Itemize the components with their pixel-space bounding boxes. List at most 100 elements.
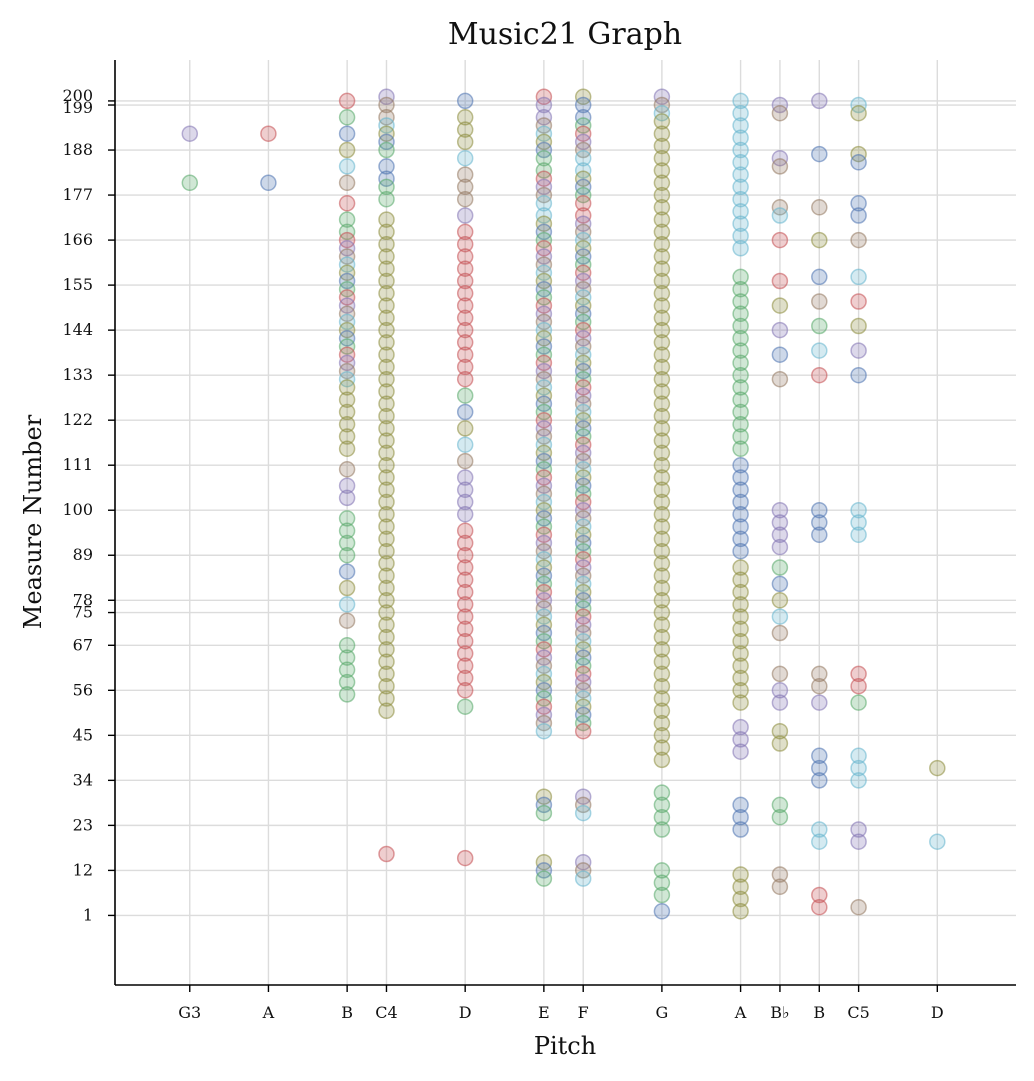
data-point	[732, 92, 749, 110]
data-point	[456, 669, 474, 687]
data-point	[653, 862, 671, 879]
data-point	[338, 92, 356, 110]
data-point	[535, 149, 553, 167]
y-tick-label: 45	[73, 725, 93, 744]
data-point	[338, 579, 356, 597]
data-point	[574, 804, 592, 822]
data-point	[181, 125, 199, 142]
data-point	[456, 370, 474, 388]
data-point	[732, 240, 749, 257]
data-point	[653, 248, 671, 265]
data-point	[338, 686, 356, 703]
data-point	[771, 538, 789, 556]
data-point	[456, 358, 474, 376]
x-tick-label: B	[341, 1003, 353, 1022]
data-point	[456, 223, 474, 241]
data-point	[456, 559, 474, 576]
x-axis-ticks: G3 A B C4 D E F G A B♭ B C5 D	[178, 985, 944, 1022]
data-point	[456, 698, 474, 715]
data-point	[732, 796, 749, 814]
data-point	[338, 158, 356, 175]
data-point	[850, 342, 867, 359]
data-point	[456, 272, 474, 290]
data-point	[811, 317, 828, 335]
data-point	[653, 751, 671, 769]
data-point	[732, 469, 749, 486]
data-point	[732, 657, 749, 675]
data-point	[338, 510, 356, 527]
data-point	[653, 665, 671, 683]
data-point	[456, 546, 474, 564]
data-point	[732, 620, 749, 638]
data-point	[653, 518, 671, 535]
data-point	[338, 534, 356, 552]
data-point	[653, 162, 671, 179]
data-point	[378, 141, 395, 159]
data-point	[653, 796, 671, 814]
data-point	[338, 596, 356, 613]
data-point	[771, 346, 789, 363]
data-point	[456, 149, 474, 167]
data-point	[378, 456, 395, 474]
y-tick-label: 12	[73, 860, 93, 879]
data-point	[378, 383, 395, 400]
data-point	[378, 702, 395, 720]
data-point	[771, 231, 789, 249]
data-point	[732, 178, 749, 196]
data-point	[850, 833, 867, 850]
data-point	[653, 727, 671, 744]
y-tick-label: 78	[73, 590, 93, 609]
data-point	[653, 690, 671, 707]
data-point	[811, 342, 828, 359]
data-point	[771, 321, 789, 339]
data-point	[811, 514, 828, 531]
data-point	[653, 469, 671, 486]
data-point	[378, 592, 395, 609]
data-point	[732, 305, 749, 323]
data-point	[732, 530, 749, 548]
data-point	[732, 117, 749, 134]
data-point	[378, 420, 395, 437]
data-point	[850, 821, 867, 838]
data-point	[338, 546, 356, 564]
data-point	[850, 772, 867, 789]
data-point	[653, 530, 671, 548]
data-point	[535, 870, 553, 887]
data-point	[456, 522, 474, 539]
data-point	[456, 571, 474, 589]
data-point	[732, 354, 749, 372]
data-point	[811, 199, 828, 216]
data-point	[771, 694, 789, 711]
data-point	[850, 293, 867, 310]
data-point	[732, 342, 749, 359]
data-point	[653, 199, 671, 216]
data-point	[653, 542, 671, 560]
data-point	[732, 542, 749, 560]
y-tick-label: 122	[62, 410, 93, 429]
x-tick-label: C4	[375, 1003, 397, 1022]
data-point	[771, 796, 789, 814]
data-point	[771, 207, 789, 224]
data-point	[456, 403, 474, 421]
x-axis-label: Pitch	[534, 1032, 596, 1060]
data-point	[653, 874, 671, 891]
y-tick-label: 144	[62, 320, 93, 339]
data-point	[653, 260, 671, 277]
y-tick-label: 133	[62, 365, 93, 384]
data-point	[850, 207, 867, 224]
data-point	[653, 321, 671, 339]
data-point	[456, 583, 474, 601]
data-point	[653, 567, 671, 584]
data-point	[771, 158, 789, 175]
data-point	[811, 526, 828, 544]
data-point	[456, 493, 474, 511]
data-point	[378, 579, 395, 597]
data-point	[378, 690, 395, 707]
data-point	[811, 231, 828, 249]
data-point	[338, 461, 356, 478]
data-point	[653, 555, 671, 572]
data-point	[732, 878, 749, 896]
y-tick-label: 75	[73, 603, 93, 622]
